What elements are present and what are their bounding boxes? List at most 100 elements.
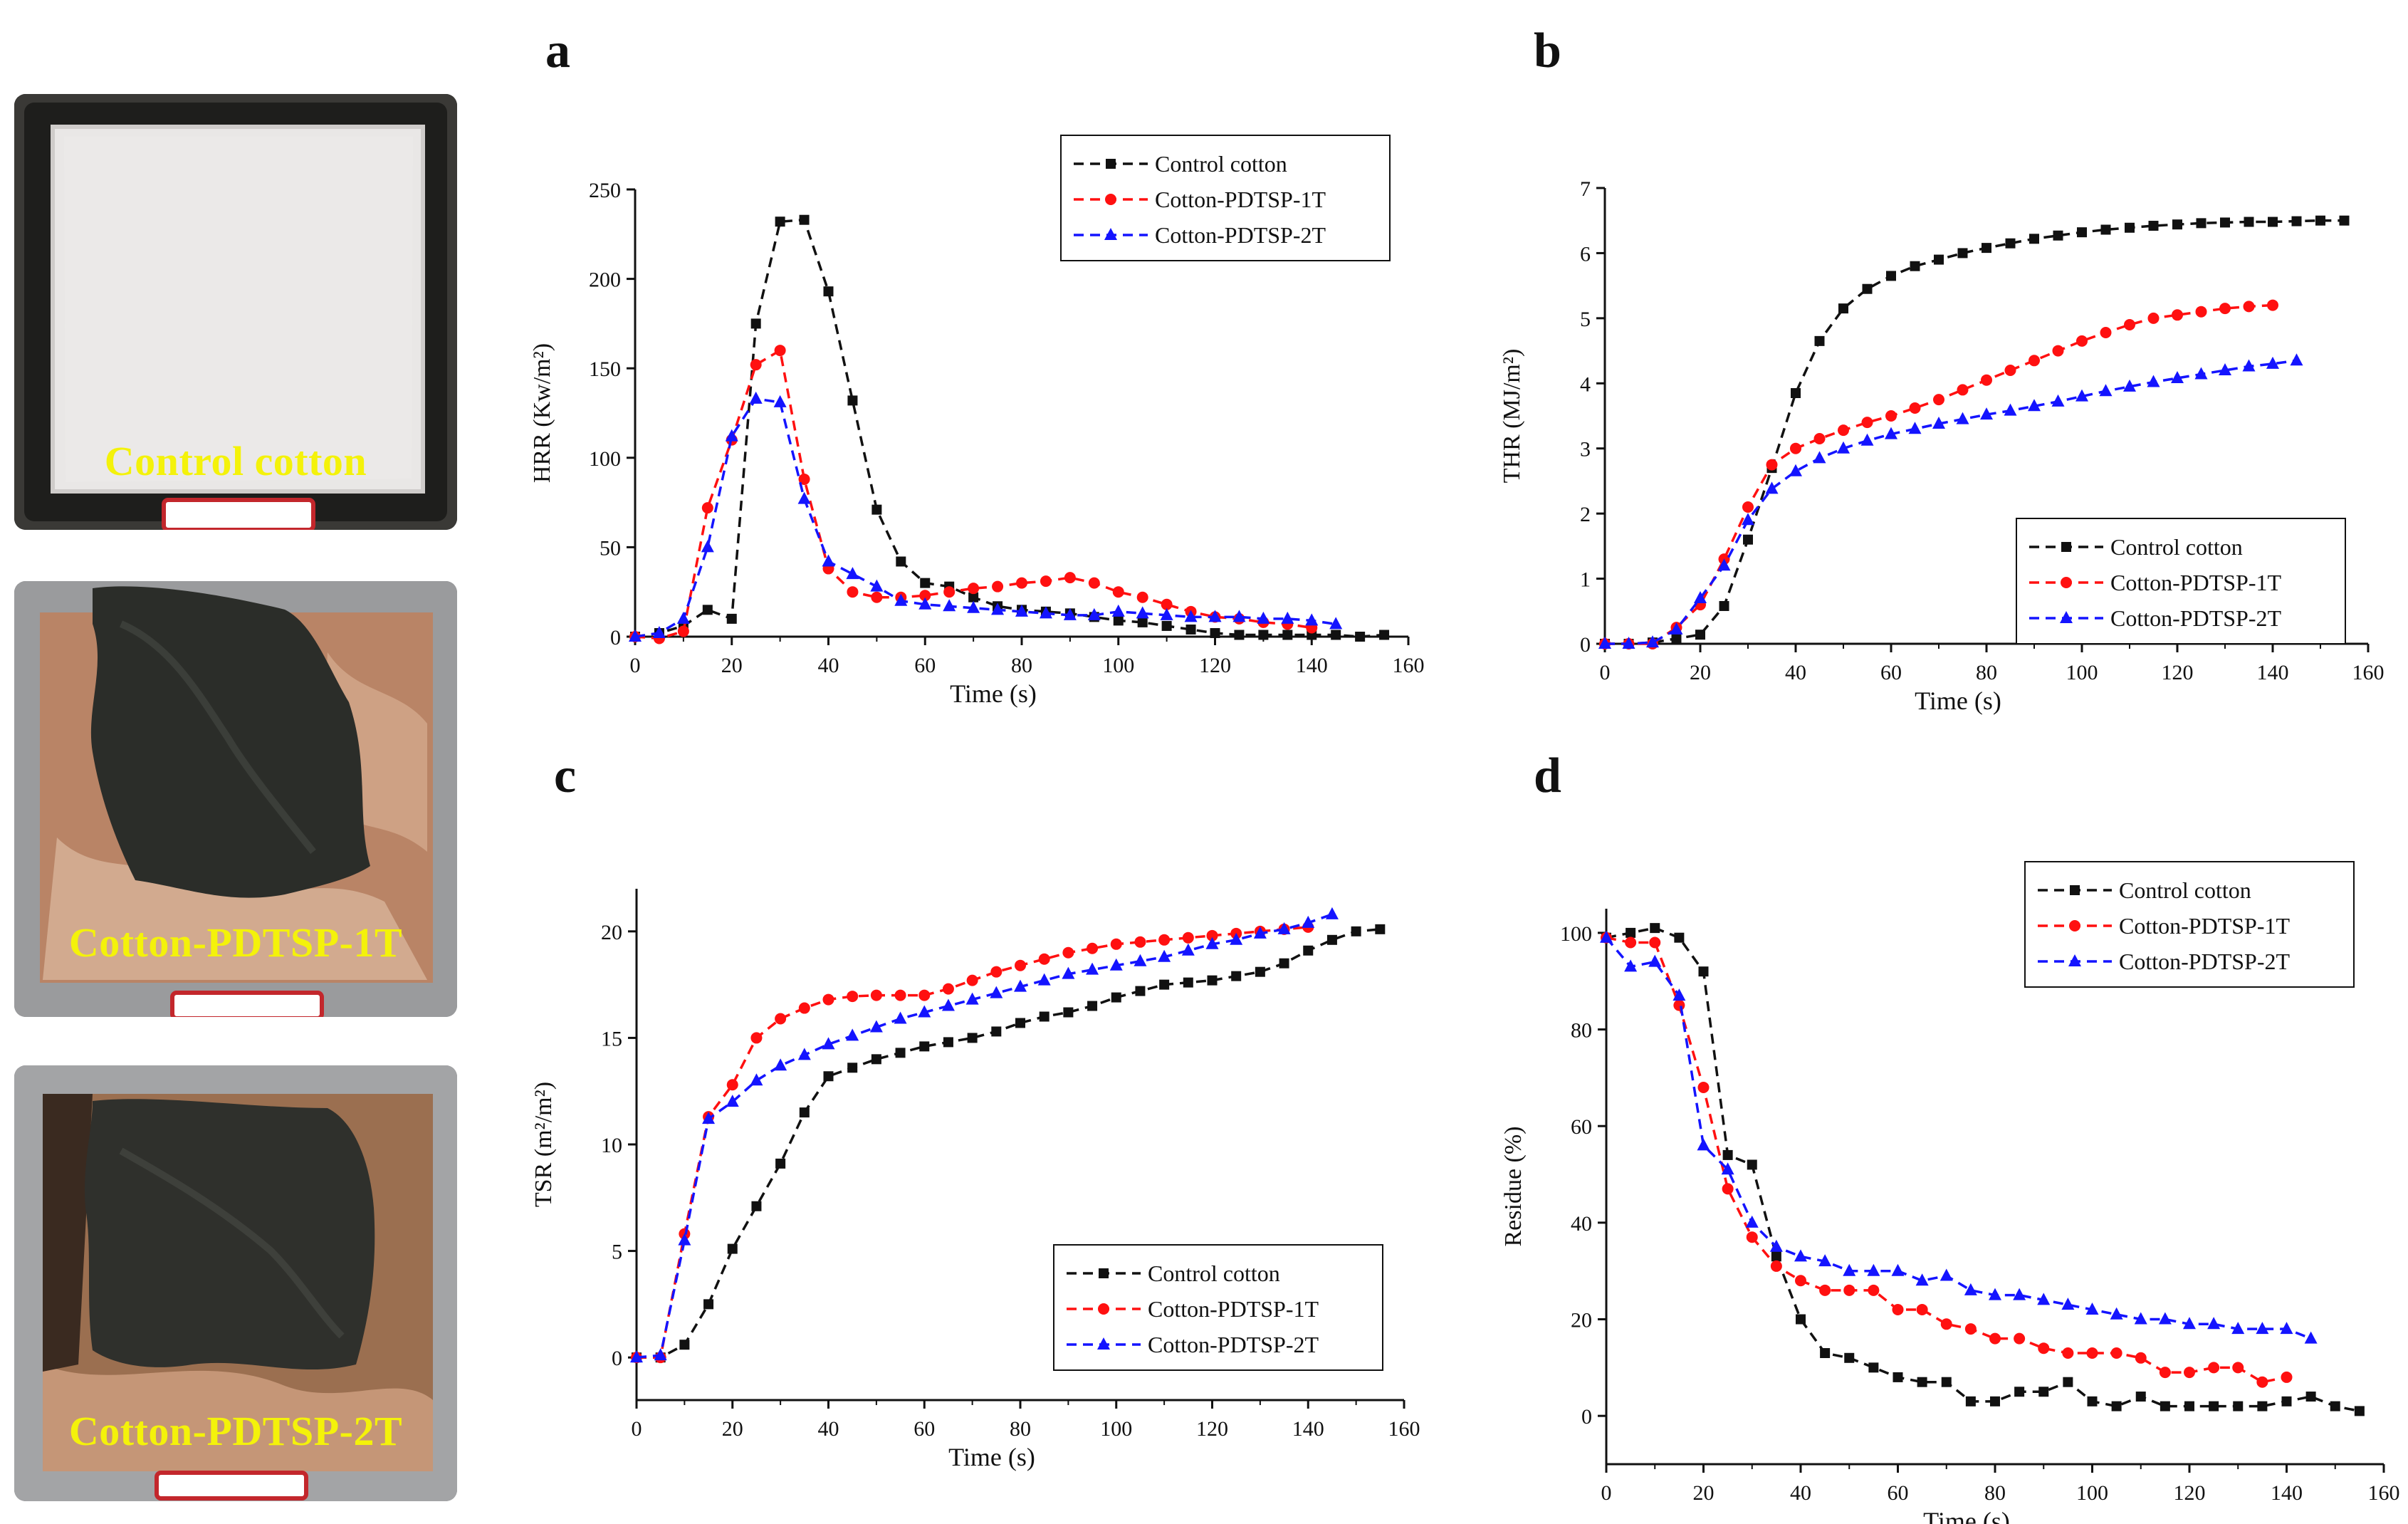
data-point (943, 1037, 953, 1048)
data-point (1843, 1284, 1855, 1296)
data-point (1721, 1162, 1734, 1175)
y-tick-label: 250 (589, 179, 621, 202)
triangle-marker-icon (2068, 954, 2081, 966)
x-axis-label: Time (s) (1923, 1507, 2010, 1524)
data-point (1088, 577, 1100, 589)
data-point (967, 1033, 978, 1043)
data-point (1600, 930, 1613, 943)
data-point (2051, 394, 2065, 407)
x-tick-label: 80 (1976, 661, 1997, 684)
x-tick-label: 80 (1010, 1417, 1031, 1441)
data-point (1964, 1323, 1977, 1335)
data-point (1230, 932, 1243, 945)
photo-cotton-pdtsp-2t-image (14, 1065, 457, 1501)
data-point (1135, 986, 1146, 996)
data-point (1136, 606, 1149, 619)
triangle-marker-icon (1104, 228, 1117, 240)
data-point (2354, 1406, 2365, 1416)
y-tick-label: 5 (1580, 308, 1591, 331)
data-point (2063, 1377, 2073, 1387)
data-point (1303, 945, 1314, 956)
data-point (2110, 1347, 2122, 1359)
data-point (1649, 936, 1661, 949)
data-point (941, 998, 955, 1011)
x-tick-label: 100 (2076, 1481, 2108, 1505)
data-point (1185, 624, 1196, 635)
data-point (2291, 216, 2302, 226)
x-tick-label: 100 (2066, 661, 2098, 684)
data-point (2183, 1317, 2196, 1330)
data-point (2038, 1342, 2050, 1355)
data-point (2076, 335, 2088, 347)
data-point (676, 611, 690, 624)
data-point (798, 473, 810, 485)
triangle-marker-icon (2060, 611, 2073, 623)
data-point (701, 540, 714, 553)
photo-control-cotton-label: Control cotton (104, 438, 367, 484)
data-point (1934, 254, 1944, 265)
data-point (2004, 403, 2017, 416)
data-point (1837, 441, 1850, 454)
data-point (1843, 1263, 1856, 1276)
data-point (1915, 1273, 1929, 1286)
data-point (1086, 962, 1099, 975)
data-point (2184, 1401, 2194, 1411)
data-point (1015, 1018, 1025, 1028)
data-point (918, 1005, 931, 1018)
data-point (2209, 1401, 2219, 1411)
y-tick-label: 7 (1580, 177, 1591, 201)
legend-label: Cotton-PDTSP-2T (2119, 949, 2290, 974)
legend-label: Cotton-PDTSP-2T (1155, 222, 1326, 248)
y-tick-label: 0 (610, 626, 621, 649)
x-tick-label: 20 (1690, 661, 1711, 684)
data-point (749, 391, 763, 404)
data-point (2087, 1396, 2098, 1406)
legend-label: Cotton-PDTSP-1T (2110, 570, 2281, 595)
data-point (1981, 374, 1992, 386)
data-point (2256, 1322, 2269, 1335)
data-point (896, 556, 906, 567)
y-tick-label: 3 (1580, 438, 1591, 461)
data-point (991, 602, 1005, 615)
data-point (652, 625, 666, 638)
data-point (1062, 946, 1074, 959)
data-point (942, 983, 954, 995)
data-point (1039, 1011, 1049, 1022)
data-point (2184, 1367, 2195, 1379)
data-point (1820, 1348, 1831, 1358)
data-point (2339, 215, 2350, 226)
data-point (1694, 591, 1707, 603)
y-tick-label: 20 (601, 921, 622, 944)
data-point (773, 395, 787, 407)
data-point (1598, 637, 1611, 649)
data-point (799, 1107, 810, 1118)
circle-marker-icon (2061, 577, 2072, 588)
data-point (1791, 388, 1801, 398)
data-point (1625, 936, 1637, 949)
data-point (822, 554, 835, 567)
data-point (918, 597, 932, 610)
data-point (2231, 1322, 2245, 1335)
data-point (1885, 410, 1897, 422)
data-point (2304, 1331, 2318, 1344)
data-point (2219, 363, 2231, 375)
data-point (1305, 613, 1319, 626)
data-point (992, 580, 1004, 593)
data-point (2195, 306, 2207, 318)
data-point (1867, 1263, 1880, 1276)
y-axis-label: HRR (Kw/m²) (529, 343, 555, 483)
data-point (2100, 224, 2111, 235)
data-point (2290, 353, 2303, 366)
legend-label: Control cotton (2119, 877, 2251, 903)
data-point (1277, 922, 1291, 934)
data-point (678, 1233, 691, 1246)
data-point (943, 586, 956, 598)
data-point (2013, 1288, 2026, 1300)
data-point (1956, 412, 1969, 424)
data-point (1671, 633, 1682, 644)
data-point (1351, 926, 1361, 936)
data-point (871, 591, 883, 603)
chart-a-hrr: 0 20 40 60 80 100 120 140 160 0 50 100 150 200 250 Time… (529, 135, 1425, 708)
data-point (2267, 299, 2278, 311)
data-point (1015, 959, 1026, 971)
